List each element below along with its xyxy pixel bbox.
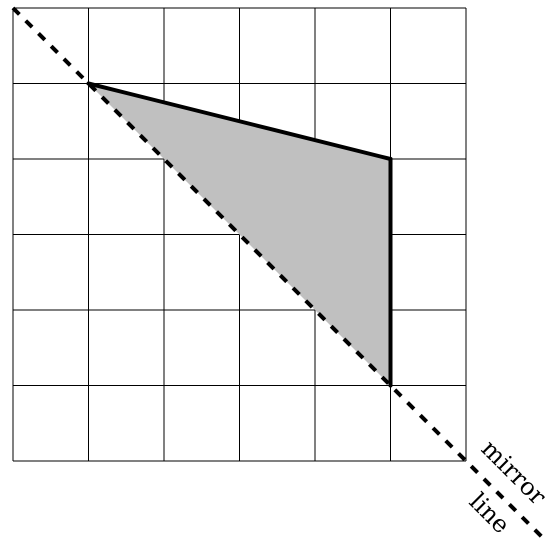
shaded-shape	[88, 83, 391, 386]
shape-edge	[86, 81, 393, 161]
line-label: line	[464, 487, 516, 539]
shape-outline	[86, 81, 393, 388]
